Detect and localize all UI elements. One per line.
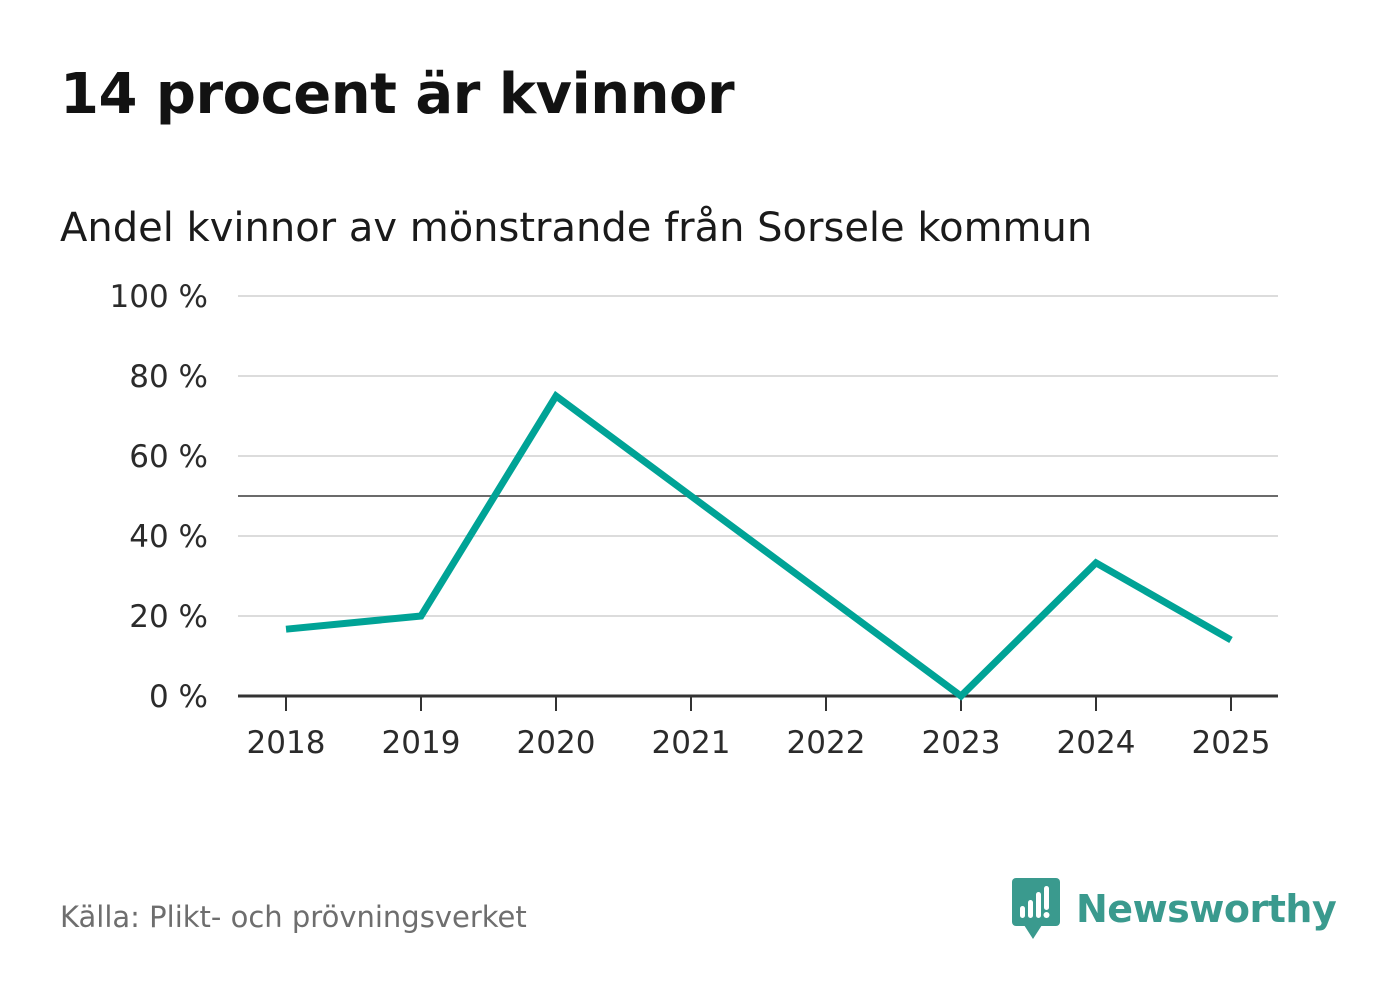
x-axis <box>238 694 1278 711</box>
chart-subtitle: Andel kvinnor av mönstrande från Sorsele… <box>60 205 1093 251</box>
y-tick-label: 0 % <box>149 679 208 715</box>
source-note: Källa: Plikt- och prövningsverket <box>60 900 527 934</box>
series-group <box>285 390 1233 701</box>
x-tick-label: 2025 <box>1192 725 1271 761</box>
brand-name: Newsworthy <box>1076 887 1337 931</box>
x-tick-label: 2022 <box>787 725 866 761</box>
y-tick-label: 80 % <box>129 359 208 395</box>
newsworthy-logo-icon <box>1012 878 1060 939</box>
gridlines <box>238 295 1278 617</box>
series-line-0 <box>285 390 1233 701</box>
y-tick-label: 40 % <box>129 519 208 555</box>
x-axis-labels: 2018 2019 2020 2021 2022 2023 2024 2025 <box>247 725 1271 761</box>
brand-logo: Newsworthy <box>1012 878 1337 940</box>
y-tick-label: 20 % <box>129 599 208 635</box>
y-tick-label: 60 % <box>129 439 208 475</box>
y-axis-labels: 0 % 20 % 40 % 60 % 80 % 100 % <box>110 279 208 715</box>
chart-title: 14 procent är kvinnor <box>60 62 735 127</box>
x-tick-label: 2019 <box>382 725 461 761</box>
x-tick-label: 2018 <box>247 725 326 761</box>
y-tick-label: 100 % <box>110 279 208 315</box>
x-tick-label: 2024 <box>1057 725 1136 761</box>
x-tick-label: 2023 <box>922 725 1001 761</box>
x-tick-label: 2021 <box>652 725 731 761</box>
x-tick-label: 2020 <box>517 725 596 761</box>
